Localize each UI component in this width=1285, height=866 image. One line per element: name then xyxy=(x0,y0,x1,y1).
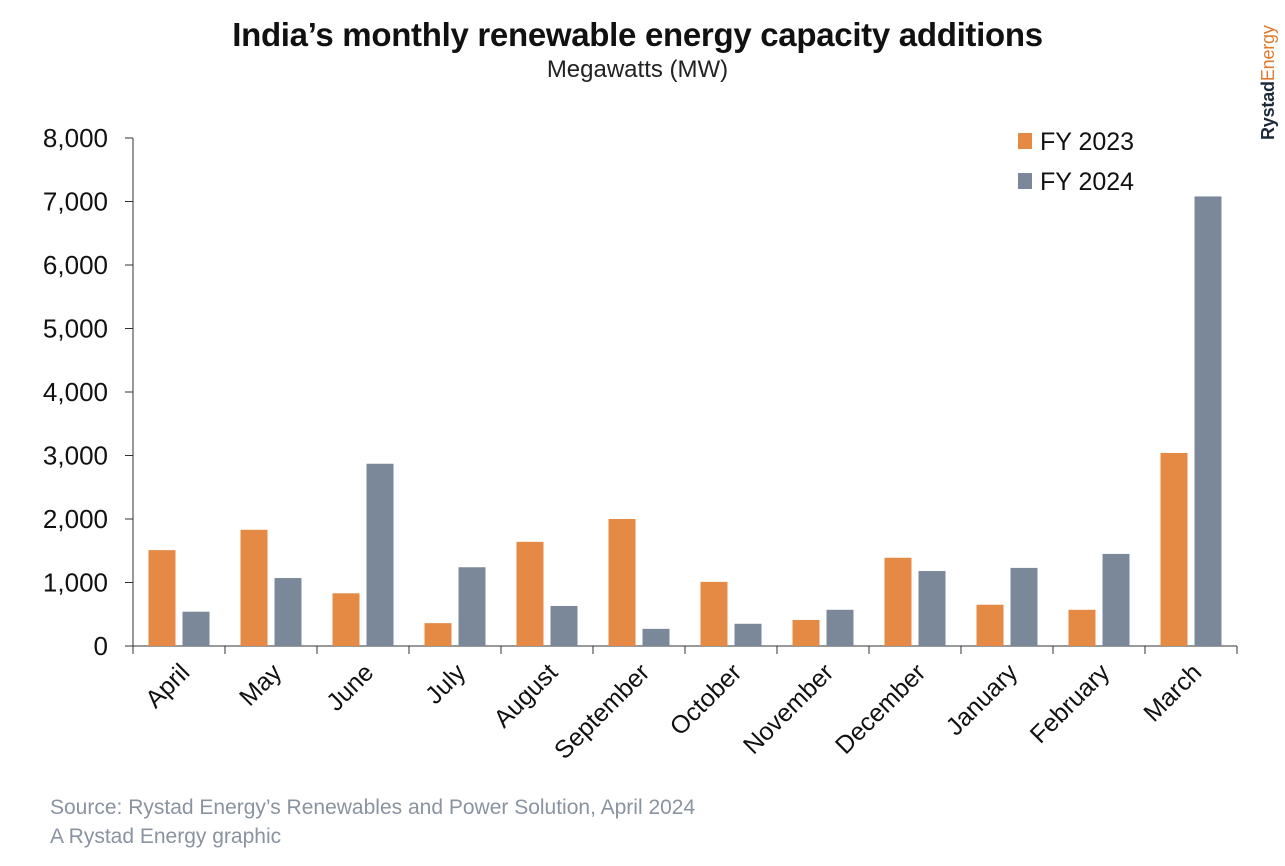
bar xyxy=(274,578,302,646)
y-tick-label: 7,000 xyxy=(43,187,108,217)
y-tick-label: 5,000 xyxy=(43,314,108,344)
bar xyxy=(516,541,544,646)
bar xyxy=(1160,452,1188,646)
x-tick-label: November xyxy=(738,658,839,759)
x-tick-label: September xyxy=(549,658,655,764)
y-tick-label: 8,000 xyxy=(43,123,108,153)
bar xyxy=(458,567,486,646)
brand-logo-part1: Rystad xyxy=(1258,81,1278,140)
x-tick-label: October xyxy=(665,658,748,741)
bar xyxy=(826,609,854,646)
bar xyxy=(976,604,1004,646)
brand-logo-part2: Energy xyxy=(1258,25,1278,82)
x-tick-label: March xyxy=(1138,658,1207,727)
x-tick-label: January xyxy=(941,658,1024,741)
bar xyxy=(1102,553,1130,646)
bar xyxy=(332,593,360,646)
bar xyxy=(734,623,762,646)
bar xyxy=(918,571,946,646)
bar xyxy=(182,611,210,646)
bar xyxy=(550,605,578,646)
x-tick-label: December xyxy=(830,658,931,759)
bar xyxy=(700,581,728,646)
legend-label: FY 2024 xyxy=(1040,168,1134,196)
bar xyxy=(884,557,912,646)
y-tick-label: 3,000 xyxy=(43,441,108,471)
bar xyxy=(1010,567,1038,646)
y-tick-label: 0 xyxy=(94,631,108,661)
y-tick-label: 1,000 xyxy=(43,568,108,598)
bars-group xyxy=(148,196,1222,647)
x-tick-label: July xyxy=(420,658,472,710)
bar xyxy=(148,550,176,646)
bar xyxy=(642,628,670,646)
credit-note: A Rystad Energy graphic xyxy=(50,825,282,848)
y-tick-label: 2,000 xyxy=(43,504,108,534)
chart-subtitle: Megawatts (MW) xyxy=(546,56,729,83)
legend-swatch xyxy=(1018,173,1032,189)
legend-label: FY 2023 xyxy=(1040,128,1134,156)
chart-title: India’s monthly renewable energy capacit… xyxy=(232,16,1043,53)
bar xyxy=(1068,609,1096,646)
y-tick-label: 6,000 xyxy=(43,250,108,280)
bar xyxy=(424,623,452,646)
bar xyxy=(240,529,268,646)
y-tick-label: 4,000 xyxy=(43,377,108,407)
bar xyxy=(1194,196,1222,647)
legend: FY 2023 FY 2024 xyxy=(1018,128,1134,196)
legend-swatch xyxy=(1018,133,1032,149)
bar xyxy=(792,619,820,646)
bar xyxy=(366,463,394,646)
x-tick-label: August xyxy=(488,658,563,733)
bar xyxy=(608,519,636,646)
x-tick-label: February xyxy=(1025,658,1116,749)
x-tick-label: June xyxy=(321,658,379,716)
x-tick-label: April xyxy=(140,658,195,713)
brand-logo: RystadEnergy xyxy=(1258,25,1279,140)
source-note: Source: Rystad Energy’s Renewables and P… xyxy=(50,796,696,819)
y-axis: 0 1,000 2,000 3,000 4,000 5,000 6,000 7,000 8,00… xyxy=(43,123,134,661)
x-tick-label: May xyxy=(234,658,288,712)
